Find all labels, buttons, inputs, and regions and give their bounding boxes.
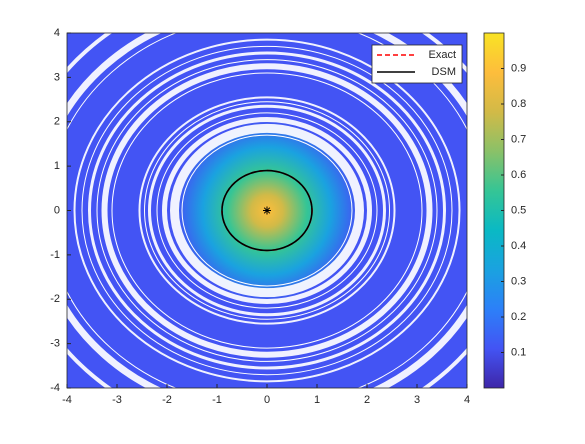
- colorbar-tick-label: 0.3: [511, 275, 526, 287]
- field-ring: [181, 134, 353, 287]
- field-ring: [101, 63, 433, 358]
- y-tick-label: 3: [54, 71, 60, 83]
- colorbar-tick-label: 0.5: [511, 204, 526, 216]
- x-tick-label: -1: [212, 394, 222, 406]
- colorbar-tick-label: 0.1: [511, 346, 526, 358]
- y-tick-label: -3: [50, 338, 60, 350]
- x-tick-label: 0: [264, 394, 270, 406]
- x-tick-label: 4: [464, 394, 470, 406]
- field-ring: [148, 104, 386, 317]
- field-ring: [96, 59, 438, 362]
- y-tick-label: 4: [54, 27, 60, 39]
- field-ring: [111, 72, 423, 349]
- y-tick-label: 0: [54, 204, 60, 216]
- x-tick-label: 1: [314, 394, 320, 406]
- colorbar-tick-label: 0.6: [511, 169, 526, 181]
- x-tick-label: -3: [112, 394, 122, 406]
- source-point: [263, 206, 271, 215]
- legend-label: Exact: [428, 49, 456, 61]
- legend-box: [371, 44, 463, 84]
- field-ring: [88, 51, 446, 370]
- field-ring: [170, 123, 364, 298]
- field-ring: [144, 101, 390, 320]
- boundary-curve: [221, 169, 313, 252]
- plot-area: [67, 33, 467, 388]
- x-tick-label: 2: [364, 394, 370, 406]
- field-ring: [73, 38, 461, 383]
- x-tick-label: 3: [414, 394, 420, 406]
- x-tick-label: -4: [62, 394, 72, 406]
- field-ring: [156, 112, 378, 309]
- field-ring: [138, 96, 396, 325]
- colorbar-tick-label: 0.7: [511, 133, 526, 145]
- colorbar-tick-label: 0.8: [511, 98, 526, 110]
- y-tick-label: 1: [54, 160, 60, 172]
- field-ring: [81, 45, 453, 376]
- colorbar-tick-label: 0.9: [511, 62, 526, 74]
- field-ring: [162, 117, 372, 304]
- colorbar-tick-label: 0.4: [511, 240, 526, 252]
- y-tick-label: -2: [50, 293, 60, 305]
- y-tick-label: 2: [54, 116, 60, 128]
- x-tick-label: -2: [162, 394, 172, 406]
- y-tick-label: -4: [50, 382, 60, 394]
- y-tick-label: -1: [50, 249, 60, 261]
- colorbar-tick-label: 0.2: [511, 311, 526, 323]
- legend-label: DSM: [432, 66, 456, 78]
